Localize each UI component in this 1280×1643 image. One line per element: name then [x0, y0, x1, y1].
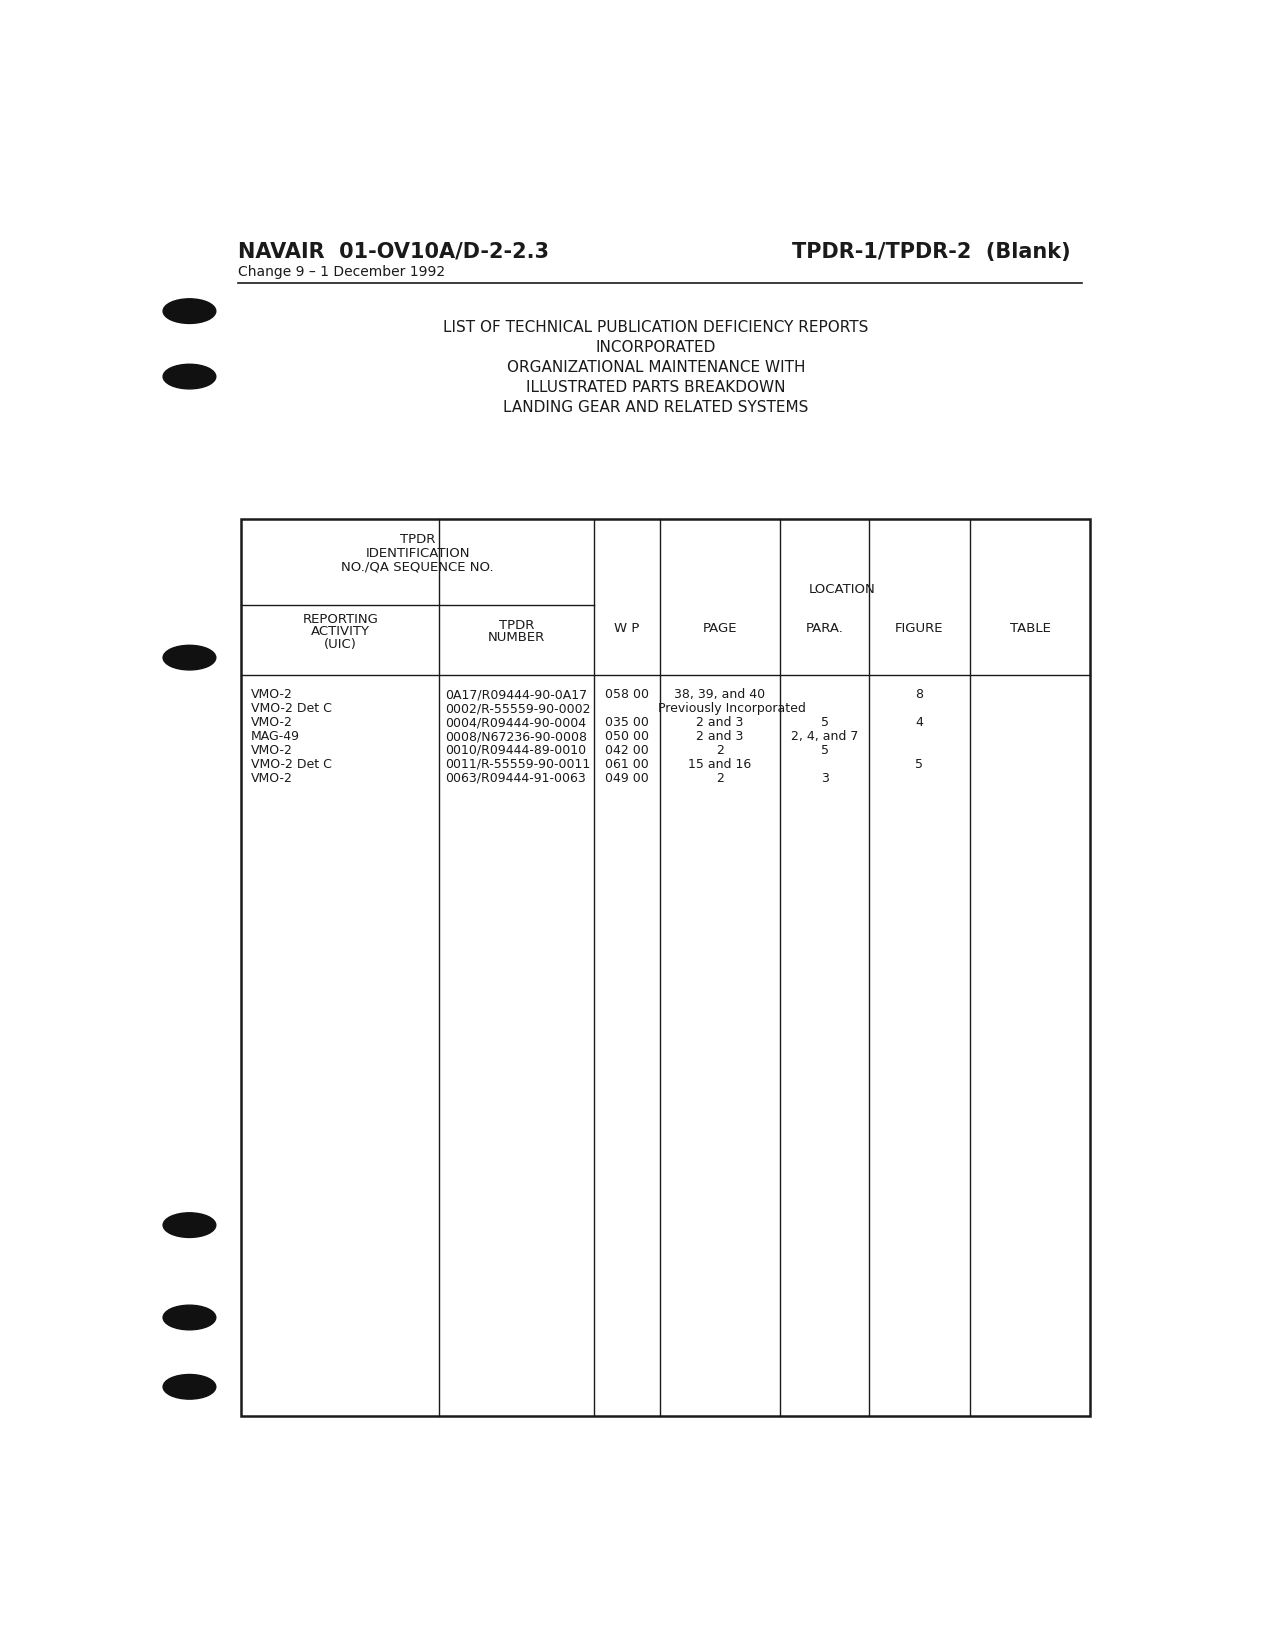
Text: 2: 2 — [716, 744, 724, 757]
Ellipse shape — [163, 299, 216, 324]
Text: 38, 39, and 40: 38, 39, and 40 — [675, 688, 765, 702]
Text: 5: 5 — [820, 744, 828, 757]
Text: 0002/R-55559-90-0002: 0002/R-55559-90-0002 — [445, 702, 590, 715]
Text: 0008/N67236-90-0008: 0008/N67236-90-0008 — [445, 729, 588, 743]
Text: 0011/R-55559-90-0011: 0011/R-55559-90-0011 — [445, 757, 590, 771]
Text: IDENTIFICATION: IDENTIFICATION — [365, 547, 470, 560]
Ellipse shape — [163, 646, 216, 670]
Text: (UIC): (UIC) — [324, 637, 357, 651]
Text: 2 and 3: 2 and 3 — [696, 729, 744, 743]
Text: TPDR: TPDR — [399, 532, 435, 545]
Text: LIST OF TECHNICAL PUBLICATION DEFICIENCY REPORTS: LIST OF TECHNICAL PUBLICATION DEFICIENCY… — [443, 320, 869, 335]
Text: 042 00: 042 00 — [605, 744, 649, 757]
Text: 0063/R09444-91-0063: 0063/R09444-91-0063 — [445, 772, 586, 785]
Ellipse shape — [163, 1375, 216, 1400]
Bar — [242, 519, 1091, 1416]
Text: 035 00: 035 00 — [605, 716, 649, 729]
Text: PARA.: PARA. — [805, 623, 844, 636]
Text: 3: 3 — [820, 772, 828, 785]
Text: VMO-2: VMO-2 — [251, 772, 293, 785]
Text: LOCATION: LOCATION — [809, 583, 876, 596]
Text: VMO-2: VMO-2 — [251, 688, 293, 702]
Text: TABLE: TABLE — [1010, 623, 1051, 636]
Text: NAVAIR  01-OV10A/D-2-2.3: NAVAIR 01-OV10A/D-2-2.3 — [238, 242, 549, 261]
Text: 0010/R09444-89-0010: 0010/R09444-89-0010 — [445, 744, 586, 757]
Text: VMO-2 Det C: VMO-2 Det C — [251, 757, 332, 771]
Text: Change 9 – 1 December 1992: Change 9 – 1 December 1992 — [238, 265, 444, 279]
Text: 5: 5 — [820, 716, 828, 729]
Text: TPDR-1/TPDR-2  (Blank): TPDR-1/TPDR-2 (Blank) — [792, 242, 1070, 261]
Text: LANDING GEAR AND RELATED SYSTEMS: LANDING GEAR AND RELATED SYSTEMS — [503, 401, 809, 416]
Text: VMO-2 Det C: VMO-2 Det C — [251, 702, 332, 715]
Text: 049 00: 049 00 — [605, 772, 649, 785]
Text: VMO-2: VMO-2 — [251, 744, 293, 757]
Text: REPORTING: REPORTING — [302, 613, 378, 626]
Text: 058 00: 058 00 — [605, 688, 649, 702]
Text: VMO-2: VMO-2 — [251, 716, 293, 729]
Text: ILLUSTRATED PARTS BREAKDOWN: ILLUSTRATED PARTS BREAKDOWN — [526, 381, 786, 396]
Text: Previously Incorporated: Previously Incorporated — [658, 702, 805, 715]
Text: MAG-49: MAG-49 — [251, 729, 300, 743]
Text: 0004/R09444-90-0004: 0004/R09444-90-0004 — [445, 716, 586, 729]
Text: FIGURE: FIGURE — [895, 623, 943, 636]
Text: ORGANIZATIONAL MAINTENANCE WITH: ORGANIZATIONAL MAINTENANCE WITH — [507, 360, 805, 375]
Text: 8: 8 — [915, 688, 923, 702]
Text: 5: 5 — [915, 757, 923, 771]
Ellipse shape — [163, 1305, 216, 1329]
Text: 4: 4 — [915, 716, 923, 729]
Text: 061 00: 061 00 — [605, 757, 649, 771]
Text: 2 and 3: 2 and 3 — [696, 716, 744, 729]
Text: NO./QA SEQUENCE NO.: NO./QA SEQUENCE NO. — [342, 560, 494, 573]
Text: 15 and 16: 15 and 16 — [689, 757, 751, 771]
Text: INCORPORATED: INCORPORATED — [595, 340, 717, 355]
Text: 2, 4, and 7: 2, 4, and 7 — [791, 729, 859, 743]
Ellipse shape — [163, 365, 216, 389]
Text: 050 00: 050 00 — [605, 729, 649, 743]
Ellipse shape — [163, 1213, 216, 1237]
Text: PAGE: PAGE — [703, 623, 737, 636]
Text: 0A17/R09444-90-0A17: 0A17/R09444-90-0A17 — [445, 688, 588, 702]
Text: 2: 2 — [716, 772, 724, 785]
Text: ACTIVITY: ACTIVITY — [311, 626, 370, 637]
Text: NUMBER: NUMBER — [488, 631, 545, 644]
Text: W P: W P — [614, 623, 640, 636]
Text: TPDR: TPDR — [499, 619, 534, 633]
